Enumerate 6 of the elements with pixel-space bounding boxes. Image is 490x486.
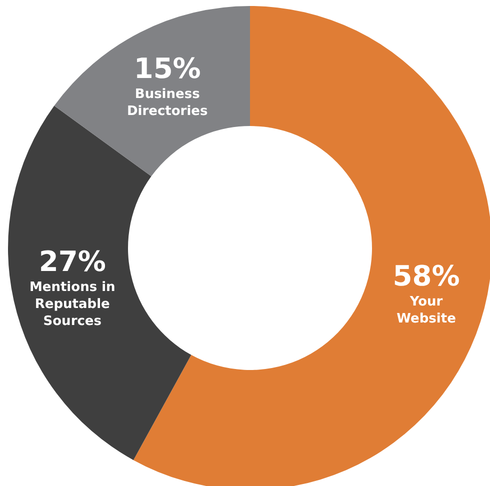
- slice-label: Your Website: [396, 294, 456, 326]
- data-label: 58%: [392, 259, 460, 292]
- slice-label: Mentions in Reputable Sources: [29, 280, 116, 330]
- data-label: 27%: [38, 245, 106, 278]
- data-label: 15%: [134, 52, 201, 85]
- slice-label: Business Directories: [127, 86, 208, 119]
